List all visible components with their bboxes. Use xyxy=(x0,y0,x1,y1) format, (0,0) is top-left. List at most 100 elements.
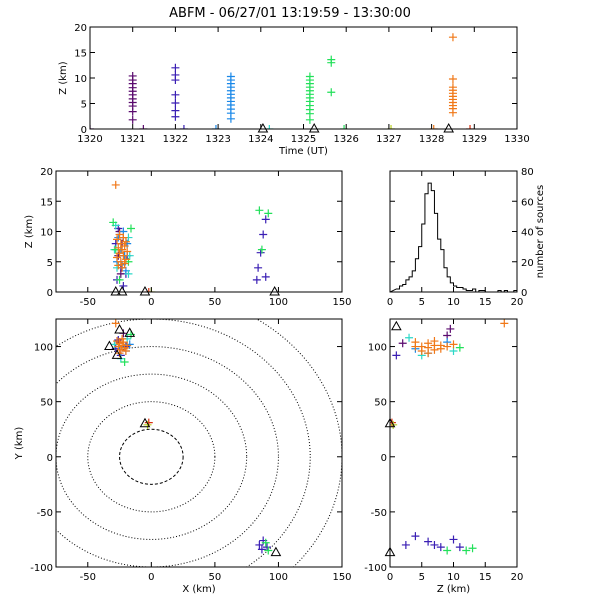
plot-area xyxy=(56,319,342,567)
data-point xyxy=(448,33,457,42)
data-point xyxy=(259,230,268,239)
data-point xyxy=(119,233,128,242)
data-point xyxy=(119,338,128,347)
data-point xyxy=(265,125,274,129)
x-tick-label: 1320 xyxy=(77,134,102,145)
data-point xyxy=(211,125,220,129)
station-marker xyxy=(270,546,282,557)
chart-title: ABFM - 06/27/01 13:19:59 - 13:30:00 xyxy=(169,6,411,21)
station-marker xyxy=(139,417,151,428)
axes-frame xyxy=(389,318,518,568)
data-point xyxy=(113,337,122,346)
data-point xyxy=(254,263,263,272)
x-tick-label: 100 xyxy=(269,297,288,308)
histogram-line xyxy=(390,182,517,292)
data-point xyxy=(264,209,273,218)
x-tick-label: 1327 xyxy=(376,134,401,145)
data-point xyxy=(263,543,272,552)
data-point xyxy=(255,540,264,549)
data-point xyxy=(120,259,129,268)
panel-time_height: 1320 1321 1322 1323 1324 1325 1326 1327 1328 1329… xyxy=(58,23,530,157)
data-point xyxy=(449,340,458,349)
y-tick-label: 0 xyxy=(521,288,527,299)
plot-area xyxy=(90,33,475,129)
range-ring xyxy=(87,401,216,513)
data-point xyxy=(392,351,401,360)
data-point xyxy=(305,115,314,124)
data-point xyxy=(171,112,180,121)
y-tick-label: 5 xyxy=(81,100,87,111)
x-axis-label: X (km) xyxy=(182,584,215,595)
y-axis-label: number of sources xyxy=(535,185,546,278)
y-tick-label: 0 xyxy=(81,125,87,136)
y-tick-label: 0 xyxy=(47,453,53,464)
x-tick-label: 1326 xyxy=(333,134,358,145)
x-tick-label: 1323 xyxy=(205,134,230,145)
range-ring xyxy=(119,428,184,485)
x-tick-label: -50 xyxy=(80,572,96,583)
data-point xyxy=(411,342,420,351)
data-point xyxy=(114,243,123,252)
station-marker xyxy=(139,285,151,296)
plot-layer: 1320 1321 1322 1323 1324 1325 1326 1327 1328 1329… xyxy=(14,23,546,595)
data-point xyxy=(261,272,270,281)
data-point xyxy=(387,125,396,129)
data-point xyxy=(261,215,270,224)
data-point xyxy=(116,269,125,278)
panel-height_y: 0 5 10 15 20 -100 -50 0 50 100 Z (km) xyxy=(364,318,523,595)
y-tick-label: -50 xyxy=(37,508,53,519)
data-point xyxy=(121,346,130,355)
range-ring xyxy=(56,319,311,567)
x-tick-label: 0 xyxy=(148,297,154,308)
data-point xyxy=(436,543,445,552)
data-point xyxy=(139,125,148,129)
data-point xyxy=(113,235,122,244)
data-point xyxy=(144,288,153,292)
axes-frame xyxy=(55,170,343,293)
axes-frame xyxy=(55,318,343,568)
x-tick-label: 1328 xyxy=(419,134,444,145)
data-point xyxy=(401,540,410,549)
data-point xyxy=(429,125,438,129)
x-tick-label: 10 xyxy=(447,297,460,308)
y-tick-label: 50 xyxy=(374,398,387,409)
x-tick-label: 50 xyxy=(209,572,222,583)
x-tick-label: 5 xyxy=(419,572,425,583)
station-marker xyxy=(269,285,280,296)
station-marker xyxy=(110,285,122,296)
data-point xyxy=(128,107,137,116)
station-marker xyxy=(124,327,136,337)
x-tick-label: 15 xyxy=(479,297,492,308)
data-point xyxy=(118,263,127,272)
plot-area xyxy=(390,182,517,292)
range-ring xyxy=(255,319,342,567)
station-marker xyxy=(257,122,269,133)
y-tick-label: 20 xyxy=(521,258,534,269)
y-axis-label: Y (km) xyxy=(14,427,25,461)
y-tick-label: 20 xyxy=(74,23,87,34)
y-tick-label: 100 xyxy=(34,343,53,354)
station-marker xyxy=(308,122,320,133)
data-point xyxy=(398,339,407,348)
x-tick-label: -50 xyxy=(80,297,96,308)
y-tick-label: 100 xyxy=(368,343,387,354)
data-point xyxy=(111,180,120,189)
data-point xyxy=(109,218,118,227)
data-point xyxy=(171,90,180,99)
station-marker xyxy=(104,340,115,351)
data-point xyxy=(121,237,130,246)
data-point xyxy=(468,544,477,553)
data-point xyxy=(120,357,129,366)
data-point xyxy=(255,206,264,215)
x-tick-label: 1325 xyxy=(291,134,316,145)
data-point xyxy=(111,319,120,328)
axes-frame xyxy=(389,170,518,293)
y-tick-label: 0 xyxy=(47,288,53,299)
x-tick-label: 0 xyxy=(387,297,393,308)
data-point xyxy=(448,75,457,84)
data-point xyxy=(261,538,270,547)
data-point xyxy=(449,535,458,544)
station-marker xyxy=(116,285,128,296)
